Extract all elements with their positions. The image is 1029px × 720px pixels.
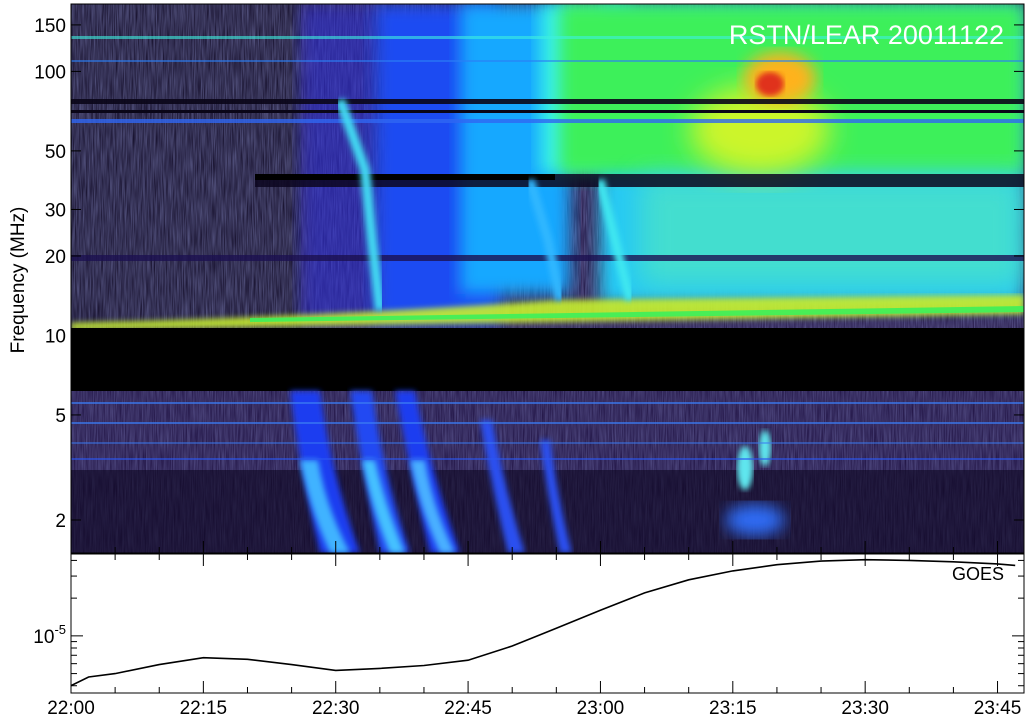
y-tick-label: 2: [55, 511, 66, 532]
y-tick-label: 150: [34, 16, 66, 37]
x-tick-label: 22:45: [444, 698, 492, 719]
x-tick-label: 23:15: [709, 698, 757, 719]
x-tick-label: 23:30: [841, 698, 889, 719]
spectrogram-title: RSTN/LEAR 20011122: [729, 20, 1004, 50]
y-axis-title: Frequency (MHz): [8, 207, 29, 354]
x-tick-label: 23:00: [577, 698, 625, 719]
spectrogram-y-axis: 150 100 50 30 20 10 5 2: [34, 16, 1024, 532]
y-tick-label: 30: [45, 200, 66, 221]
y-tick-label: 10: [45, 326, 66, 347]
x-tick-label: 22:00: [47, 698, 95, 719]
y-tick-label: 100: [34, 62, 66, 83]
spectrogram-frame: [70, 3, 1025, 554]
goes-y-axis: 10-5: [33, 559, 1024, 687]
goes-curve: [71, 558, 1016, 687]
x-axis: 22:00 22:15 22:30 22:45 23:00 23:15 23:30 23:45: [47, 554, 1021, 719]
spectrogram-panel: 150 100 50 30 20 10 5 2 RSTN/LEAR 20011122 Freq…: [8, 3, 1025, 554]
spectrogram-time-ticks: [70, 541, 999, 553]
goes-y-tick-label: 10-5: [33, 622, 66, 648]
goes-frame: [70, 553, 1025, 694]
y-tick-label: 50: [45, 142, 66, 163]
x-tick-label: 22:30: [312, 698, 360, 719]
goes-panel: 10-5 22:00 22:15 22:30 22:45 23:00 23:15 23:30…: [33, 553, 1025, 719]
spectrogram-image: [71, 4, 1024, 553]
goes-label: GOES: [952, 564, 1004, 584]
y-tick-label: 5: [55, 406, 66, 427]
x-tick-label: 23:45: [974, 698, 1022, 719]
y-tick-label: 20: [45, 247, 66, 268]
x-tick-label: 22:15: [180, 698, 228, 719]
